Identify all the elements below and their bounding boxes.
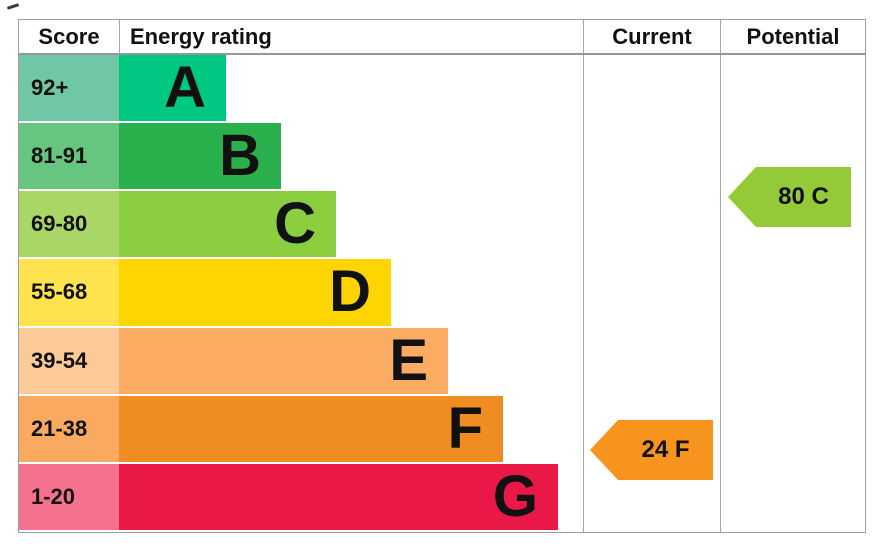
current-column-cell [583,55,720,124]
band-letter: C [274,191,316,257]
band-bar: F [119,395,503,464]
potential-column-cell [720,259,865,328]
band-score-range: 39-54 [19,327,119,396]
band-bar: G [119,463,558,532]
band-letter: G [492,463,538,529]
band-letter: E [389,327,428,393]
potential-rating-arrow: 80 C [728,167,851,227]
band-row: 69-80 C [19,191,865,260]
potential-column-cell [720,463,865,532]
current-column-cell [583,191,720,260]
band-score-range: 1-20 [19,463,119,532]
header-energy-rating: Energy rating [119,20,583,53]
band-score-range: 55-68 [19,259,119,328]
current-column-cell [583,327,720,396]
potential-column-cell [720,327,865,396]
band-row: 55-68 D [19,259,865,328]
band-row: 1-20 G [19,463,865,532]
current-rating-arrow: 24 F [590,420,713,480]
band-score-range: 92+ [19,55,119,124]
band-bar-cell: A [119,55,583,124]
band-letter: D [329,259,371,325]
band-letter: F [447,395,483,461]
band-score-range: 81-91 [19,123,119,192]
header-potential: Potential [720,20,865,53]
band-bar: A [119,55,226,124]
band-bar: C [119,191,336,260]
band-bar: E [119,327,448,396]
band-bar-cell: F [119,395,583,464]
rating-table: Score Energy rating Current Potential 92… [18,19,866,533]
current-rating-label: 24 F [618,420,713,480]
potential-rating-label: 80 C [756,167,851,227]
band-bar-cell: E [119,327,583,396]
band-bar-cell: C [119,191,583,260]
band-row: 21-38 F [19,395,865,464]
band-score-range: 69-80 [19,191,119,260]
arrow-left-tip-icon [728,167,756,227]
band-bar-cell: G [119,463,583,532]
band-letter: B [219,123,261,189]
current-column-cell [583,259,720,328]
band-score-range: 21-38 [19,395,119,464]
band-bar: B [119,123,281,192]
band-bar-cell: D [119,259,583,328]
arrow-left-tip-icon [590,420,618,480]
stray-ink-mark [6,3,20,10]
potential-column-cell [720,55,865,124]
band-letter: A [164,55,206,121]
band-bar: D [119,259,391,328]
table-header: Score Energy rating Current Potential [19,20,865,55]
header-current: Current [583,20,720,53]
current-column-cell [583,123,720,192]
potential-column-cell [720,395,865,464]
header-score: Score [19,20,119,53]
bands-body: 92+ A 81-91 B 69-80 C 55-68 [19,55,865,532]
band-row: 92+ A [19,55,865,124]
band-bar-cell: B [119,123,583,192]
band-row: 39-54 E [19,327,865,396]
